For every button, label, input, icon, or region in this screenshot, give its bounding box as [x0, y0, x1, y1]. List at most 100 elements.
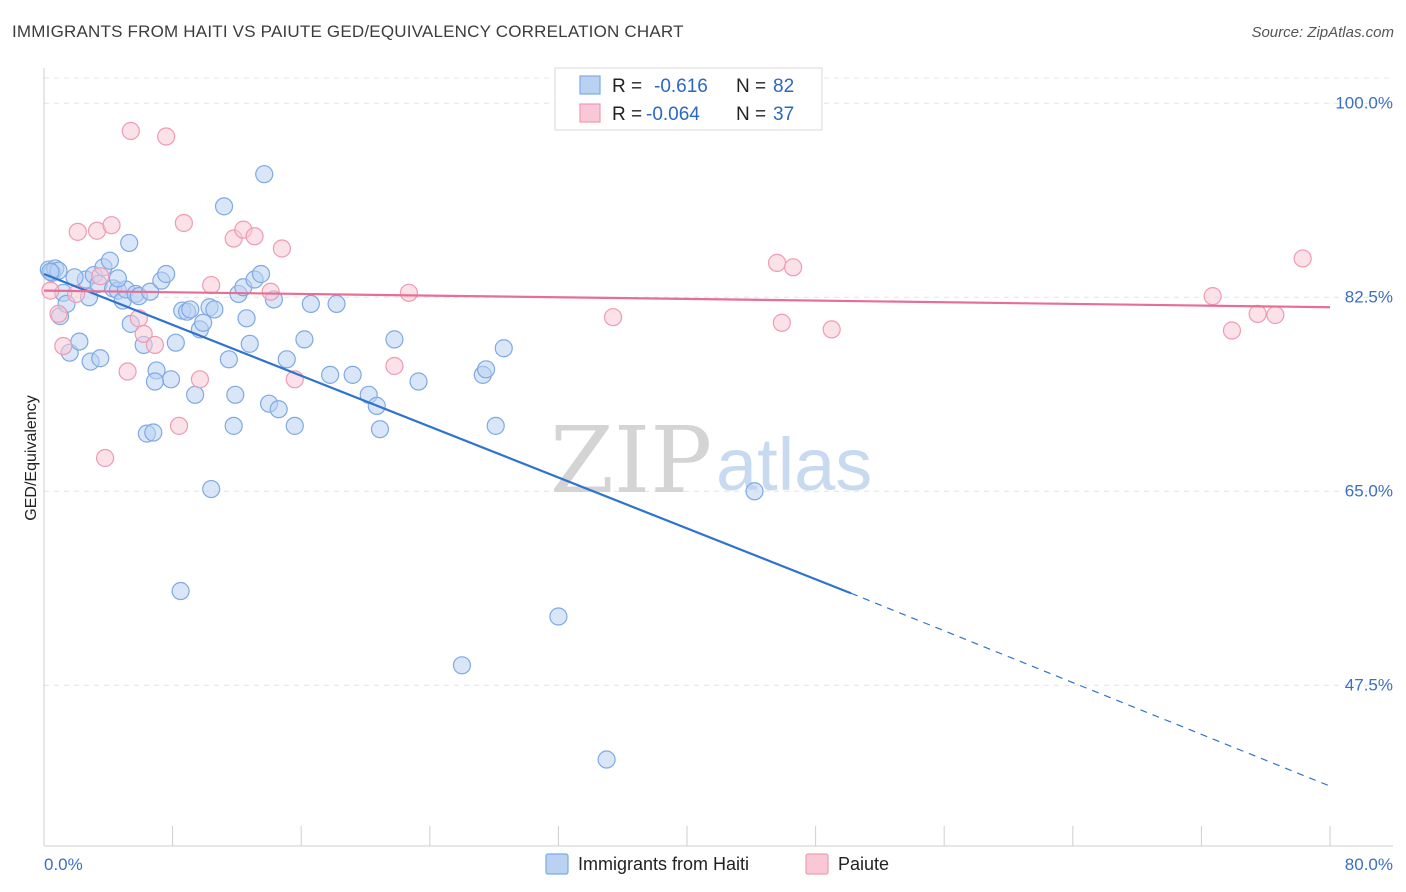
y-tick-labels: 100.0% 82.5% 65.0% 47.5% — [1335, 93, 1393, 694]
haiti-point-79 — [226, 385, 245, 404]
paiute-point-29 — [822, 320, 841, 339]
haiti-point-14 — [100, 251, 120, 270]
legend-swatch-haiti — [579, 75, 601, 95]
legend-r-value-paiute: -0.064 — [646, 104, 700, 125]
haiti-trend-extension — [850, 592, 1331, 787]
haiti-point-61 — [370, 420, 390, 439]
haiti-point-54 — [285, 416, 304, 435]
paiute-point-25 — [603, 308, 623, 327]
haiti-point-75 — [549, 607, 568, 626]
paiute-point-32 — [1248, 304, 1267, 323]
paiute-point-36 — [67, 284, 86, 304]
haiti-point-41 — [219, 350, 238, 369]
haiti-point-59 — [343, 365, 362, 384]
haiti-point-77 — [745, 482, 764, 501]
haiti-point-45 — [237, 309, 256, 328]
paiute-point-19 — [245, 227, 264, 246]
paiute-point-35 — [95, 448, 115, 468]
paiute-point-26 — [767, 253, 787, 272]
haiti-point-40 — [214, 197, 234, 216]
paiute-point-12 — [157, 127, 176, 146]
haiti-point-29 — [157, 264, 176, 284]
haiti-trend-line — [43, 272, 852, 595]
legend-n-label-paiute: N = — [736, 104, 766, 125]
haiti-point-80 — [145, 372, 165, 391]
legend-r-label-haiti: R = — [612, 76, 642, 97]
y-tick-label-1: 82.5% — [1345, 287, 1393, 306]
paiute-point-34 — [1293, 249, 1312, 268]
haiti-point-52 — [269, 400, 288, 419]
y-tick-label-3: 47.5% — [1345, 675, 1393, 694]
paiute-point-24 — [399, 283, 419, 302]
paiute-point-21 — [272, 239, 292, 258]
paiute-point-5 — [91, 267, 110, 286]
haiti-point-78 — [91, 349, 110, 368]
paiute-point-11 — [145, 335, 165, 355]
haiti-point-76 — [597, 750, 616, 769]
haiti-point-74 — [452, 656, 472, 675]
paiute-point-33 — [1266, 305, 1285, 325]
haiti-point-67 — [486, 416, 505, 435]
paiute-point-23 — [385, 356, 404, 376]
trend-lines — [43, 272, 1331, 787]
haiti-point-49 — [255, 165, 274, 184]
chart-title: IMMIGRANTS FROM HAITI VS PAIUTE GED/EQUI… — [12, 22, 684, 41]
watermark: ZIP atlas — [550, 407, 872, 514]
haiti-point-35 — [186, 385, 205, 404]
haiti-point-68 — [494, 339, 513, 358]
y-tick-label-0: 100.0% — [1335, 93, 1393, 112]
legend-n-value-paiute: 37 — [773, 104, 794, 125]
haiti-point-26 — [144, 423, 163, 442]
bottom-legend-swatch-paiute — [805, 853, 829, 875]
haiti-point-19 — [120, 233, 139, 253]
paiute-point-6 — [102, 216, 121, 235]
paiute-point-8 — [121, 121, 140, 141]
haiti-point-48 — [251, 264, 271, 284]
y-tick-label-2: 65.0% — [1345, 481, 1393, 500]
haiti-point-30 — [161, 370, 181, 389]
haiti-point-39 — [205, 300, 224, 319]
paiute-point-13 — [169, 416, 189, 435]
bottom-legend-swatch-haiti — [545, 853, 569, 875]
paiute-point-20 — [261, 282, 280, 301]
paiute-point-1 — [49, 304, 68, 323]
haiti-point-73 — [171, 581, 190, 601]
haiti-point-63 — [385, 330, 404, 349]
paiute-point-16 — [202, 275, 221, 295]
haiti-point-34 — [181, 300, 200, 319]
haiti-point-58 — [327, 294, 346, 314]
haiti-point-70 — [108, 269, 128, 288]
bottom-legend: Immigrants from Haiti Paiute — [545, 853, 889, 875]
paiute-trend-line — [43, 289, 1331, 309]
paiute-point-30 — [1203, 287, 1222, 306]
legend-r-label-paiute: R = — [612, 104, 642, 125]
haiti-point-42 — [224, 416, 243, 435]
paiute-point-31 — [1222, 321, 1242, 340]
legend-box: R = -0.616 N = 82 R = -0.064 N = 37 — [554, 67, 823, 131]
legend-n-value-haiti: 82 — [773, 76, 794, 97]
paiute-point-28 — [772, 313, 791, 332]
paiute-point-7 — [118, 362, 137, 381]
haiti-point-64 — [409, 372, 428, 391]
haiti-point-72 — [202, 479, 221, 499]
data-points — [39, 121, 1312, 769]
bottom-legend-label-paiute: Paiute — [838, 854, 889, 874]
paiute-point-3 — [68, 222, 87, 241]
paiute-point-27 — [783, 258, 803, 277]
legend-n-label-haiti: N = — [736, 76, 766, 97]
legend-r-value-haiti: -0.616 — [654, 76, 708, 97]
legend-swatch-paiute — [579, 103, 601, 123]
haiti-point-55 — [295, 330, 314, 349]
watermark-zip: ZIP — [550, 407, 712, 514]
watermark-atlas: atlas — [716, 423, 872, 506]
haiti-point-56 — [301, 294, 320, 314]
haiti-point-53 — [277, 350, 296, 369]
haiti-point-66 — [476, 360, 496, 379]
bottom-legend-label-haiti: Immigrants from Haiti — [578, 854, 749, 874]
paiute-point-14 — [174, 213, 193, 233]
y-axis-label: GED/Equivalency — [23, 395, 40, 520]
x-tick-min: 0.0% — [44, 855, 83, 874]
paiute-point-2 — [54, 336, 73, 356]
haiti-point-46 — [240, 334, 259, 353]
